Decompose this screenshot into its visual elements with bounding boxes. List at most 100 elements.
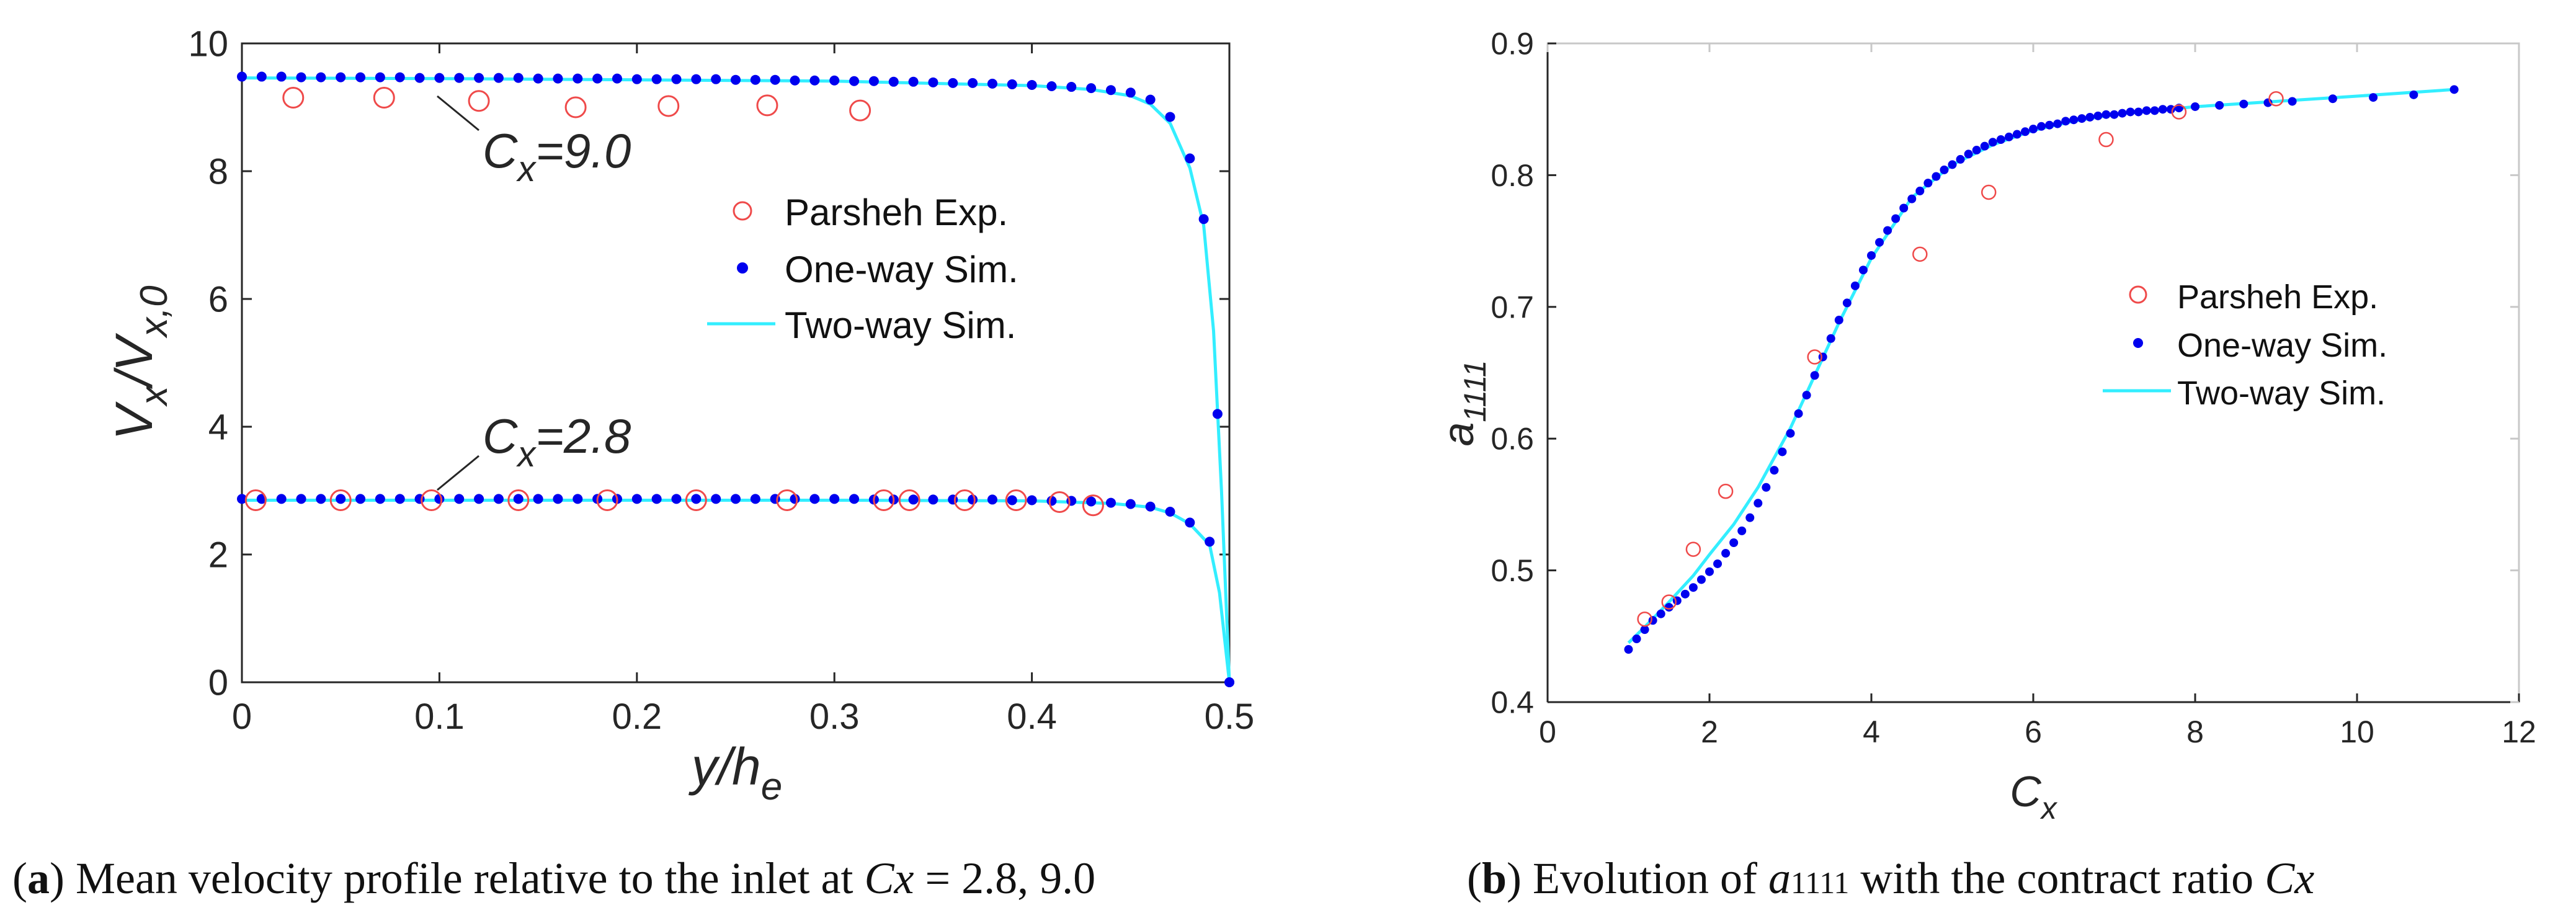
chart-b-plot-area	[1548, 43, 2519, 702]
data-point-one-way	[2110, 110, 2119, 119]
data-point-one-way	[1125, 499, 1136, 509]
data-point-one-way	[968, 494, 978, 505]
data-point-one-way	[1027, 79, 1037, 90]
data-point-parsheh-exp	[776, 489, 798, 511]
data-point-one-way	[1948, 160, 1957, 169]
data-point-one-way	[296, 494, 306, 504]
data-point-one-way	[355, 72, 366, 82]
data-point-one-way	[2029, 125, 2038, 134]
chart-b-axes	[1546, 42, 2520, 703]
data-point-one-way	[553, 494, 563, 504]
data-point-one-way	[1778, 447, 1787, 457]
data-point-one-way	[592, 73, 603, 84]
data-point-one-way	[1891, 214, 1901, 223]
data-point-one-way	[1770, 466, 1779, 475]
data-point-one-way	[1205, 537, 1215, 547]
data-point-one-way	[849, 494, 860, 504]
y-tick-label: 0.9	[1491, 27, 1534, 61]
x-tick-label: 2	[1701, 715, 1718, 749]
data-point-one-way	[1932, 172, 1941, 181]
chart-b-series	[1624, 85, 2459, 654]
y-tick-label: 0	[208, 662, 228, 703]
data-point-one-way	[1713, 559, 1723, 568]
legend-two-label: Two-way Sim.	[785, 305, 1016, 346]
data-point-one-way	[1972, 146, 1981, 155]
data-point-one-way	[671, 74, 682, 84]
data-point-one-way	[1810, 371, 1819, 380]
data-point-one-way	[2166, 105, 2175, 114]
data-point-one-way	[513, 494, 524, 504]
data-point-one-way	[2004, 132, 2013, 141]
data-point-one-way	[1105, 85, 1116, 96]
data-point-one-way	[928, 494, 938, 505]
chart-b: 0 2 4 6 8 10 12 0.4 0.5 0.6 0.7 0.8 0.9 Parsheh Exp.…	[1434, 27, 2536, 826]
data-point-one-way	[1165, 112, 1175, 122]
data-point-one-way	[1125, 87, 1136, 98]
x-tick-label: 6	[2025, 715, 2042, 749]
data-point-one-way	[1007, 79, 1017, 89]
data-point-one-way	[2085, 112, 2095, 122]
caption-a: (a) Mean velocity profile relative to th…	[12, 853, 1095, 903]
y-tick-label: 10	[188, 24, 228, 64]
chart-a-series	[237, 71, 1234, 687]
data-point-one-way	[2215, 100, 2224, 110]
data-point-one-way	[1696, 575, 1706, 584]
data-point-one-way	[1786, 429, 1795, 438]
data-point-one-way	[1664, 603, 1674, 612]
data-point-one-way	[631, 74, 642, 84]
x-tick-label: 8	[2186, 715, 2204, 749]
data-point-one-way	[553, 73, 563, 84]
annotation-leader-cx-2-8	[437, 455, 479, 491]
data-point-parsheh-exp	[2268, 91, 2284, 107]
data-point-parsheh-exp	[1637, 611, 1652, 627]
data-point-one-way	[631, 494, 642, 504]
data-point-one-way	[296, 72, 306, 82]
chart-a-legend: Parsheh Exp. One-way Sim. Two-way Sim.	[707, 192, 1018, 346]
chart-a: 0 0.1 0.2 0.3 0.4 0.5 0 2 4 6 8 10 Cx=9.0 Cx=2.8 Pa…	[105, 24, 1254, 808]
data-point-one-way	[1867, 251, 1876, 260]
data-point-one-way	[2012, 130, 2021, 139]
data-point-parsheh-exp	[1912, 246, 1928, 262]
y-tick-label: 2	[208, 535, 228, 575]
data-point-one-way	[1729, 538, 1739, 547]
y-tick-label: 0.5	[1491, 553, 1534, 588]
data-point-one-way	[750, 74, 760, 85]
data-point-one-way	[2093, 111, 2103, 120]
chart-b-y-axis-label: a1111	[1434, 360, 1492, 446]
data-point-one-way	[1802, 391, 1811, 400]
data-point-one-way	[1086, 496, 1097, 507]
chart-b-tick-labels: 0 2 4 6 8 10 12 0.4 0.5 0.6 0.7 0.8 0.9	[1491, 27, 2536, 750]
data-point-parsheh-exp	[244, 489, 267, 511]
chart-b-x-axis-label: Cx	[2010, 767, 2058, 826]
data-point-one-way	[2409, 90, 2418, 99]
data-point-one-way	[573, 73, 583, 84]
data-point-one-way	[968, 78, 978, 88]
data-point-one-way	[2158, 105, 2167, 114]
data-point-one-way	[1721, 548, 1731, 558]
data-point-one-way	[1105, 497, 1116, 508]
data-point-one-way	[1980, 141, 1989, 151]
data-point-one-way	[375, 494, 385, 504]
data-point-one-way	[1834, 316, 1843, 325]
y-tick-label: 4	[208, 407, 228, 447]
data-point-parsheh-exp	[373, 87, 395, 109]
data-point-one-way	[1027, 495, 1037, 505]
data-point-parsheh-exp	[329, 489, 352, 511]
data-point-one-way	[2142, 106, 2151, 115]
data-point-one-way	[237, 71, 247, 82]
data-point-one-way	[2101, 110, 2111, 119]
data-point-one-way	[2134, 107, 2143, 117]
data-point-one-way	[908, 494, 919, 505]
data-point-one-way	[1754, 499, 1763, 508]
data-point-one-way	[336, 494, 346, 504]
data-point-one-way	[1762, 483, 1771, 492]
data-point-one-way	[671, 494, 682, 504]
data-point-one-way	[1212, 409, 1223, 419]
data-point-one-way	[928, 77, 938, 87]
data-point-parsheh-exp	[1981, 184, 1997, 200]
data-point-one-way	[513, 73, 524, 83]
data-point-one-way	[2239, 99, 2248, 109]
data-point-one-way	[790, 75, 800, 86]
x-tick-label: 0	[232, 697, 252, 737]
